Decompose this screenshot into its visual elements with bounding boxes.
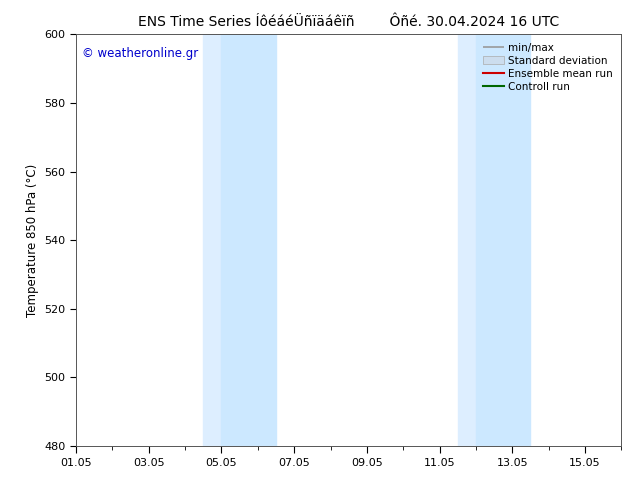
Title: ENS Time Series ÍôéáéÜñïäáêïñ        Ôñé. 30.04.2024 16 UTC: ENS Time Series ÍôéáéÜñïäáêïñ Ôñé. 30.04… [138,15,559,29]
Y-axis label: Temperature 850 hPa (°C): Temperature 850 hPa (°C) [26,164,39,317]
Bar [458,34,476,446]
Legend: min/max, Standard deviation, Ensemble mean run, Controll run: min/max, Standard deviation, Ensemble me… [480,40,616,95]
Bar [476,34,531,446]
Bar [221,34,276,446]
Bar [204,34,221,446]
Text: © weatheronline.gr: © weatheronline.gr [82,47,198,60]
